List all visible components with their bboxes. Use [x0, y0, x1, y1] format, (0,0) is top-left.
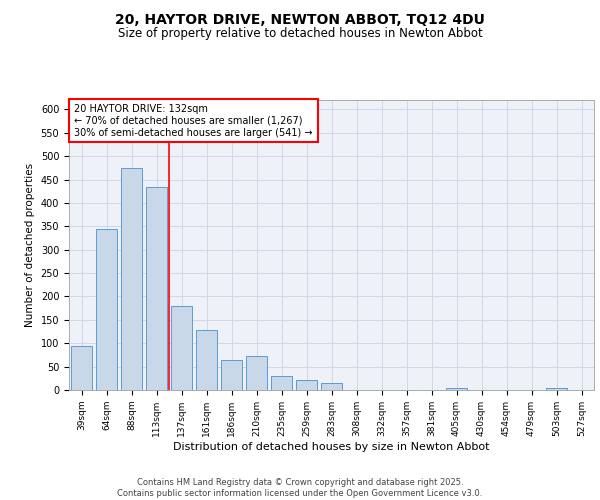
- Text: 20, HAYTOR DRIVE, NEWTON ABBOT, TQ12 4DU: 20, HAYTOR DRIVE, NEWTON ABBOT, TQ12 4DU: [115, 12, 485, 26]
- Text: 20 HAYTOR DRIVE: 132sqm
← 70% of detached houses are smaller (1,267)
30% of semi: 20 HAYTOR DRIVE: 132sqm ← 70% of detache…: [74, 104, 313, 138]
- Bar: [71, 346, 92, 390]
- Bar: [321, 383, 342, 390]
- Bar: [171, 306, 192, 390]
- Bar: [146, 186, 167, 390]
- Y-axis label: Number of detached properties: Number of detached properties: [25, 163, 35, 327]
- Bar: [446, 388, 467, 390]
- Bar: [246, 356, 267, 390]
- Bar: [296, 380, 317, 390]
- X-axis label: Distribution of detached houses by size in Newton Abbot: Distribution of detached houses by size …: [173, 442, 490, 452]
- Bar: [271, 376, 292, 390]
- Bar: [96, 228, 117, 390]
- Text: Size of property relative to detached houses in Newton Abbot: Size of property relative to detached ho…: [118, 28, 482, 40]
- Bar: [121, 168, 142, 390]
- Text: Contains HM Land Registry data © Crown copyright and database right 2025.
Contai: Contains HM Land Registry data © Crown c…: [118, 478, 482, 498]
- Bar: [196, 330, 217, 390]
- Bar: [221, 360, 242, 390]
- Bar: [546, 388, 567, 390]
